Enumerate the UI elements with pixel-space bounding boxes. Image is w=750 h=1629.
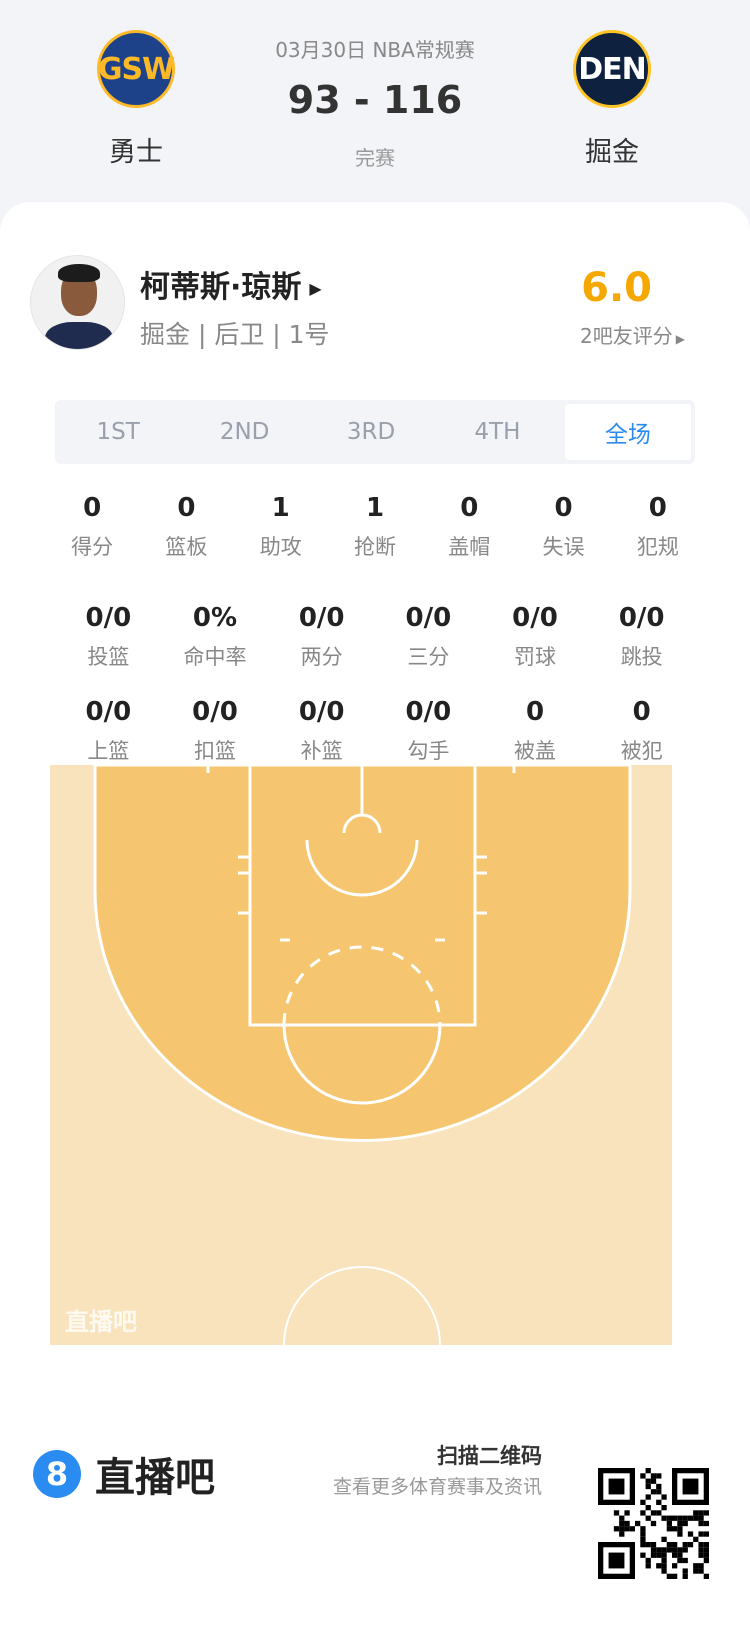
caret-right-icon: ▶ <box>675 332 685 346</box>
tab-1st[interactable]: 1ST <box>96 419 140 445</box>
stat-label: 上篮 <box>87 739 130 763</box>
stat-item: 1 助攻 <box>234 493 328 561</box>
stat-value: 0/0 <box>85 603 132 633</box>
tab-4th[interactable]: 4TH <box>474 419 521 445</box>
stat-value: 0/0 <box>405 603 452 633</box>
stat-value: 0/0 <box>512 603 558 633</box>
footer-brand: 8 直播吧 <box>33 1445 215 1503</box>
match-date-league: 03月30日 NBA常规赛 <box>275 38 475 62</box>
player-info: 掘金 | 后卫 | 1号 <box>140 320 330 349</box>
stat-item: 0/0 罚球 <box>482 603 589 671</box>
stat-value: 0 <box>648 493 667 523</box>
stat-item: 0 得分 <box>45 493 139 561</box>
stat-label: 篮板 <box>165 535 208 559</box>
tab-full-game[interactable]: 全场 <box>564 404 692 460</box>
player-rating: 6.0 <box>581 265 652 311</box>
stats-row-shot-types: 0/0 上篮 0/0 扣篮 0/0 补篮 0/0 勾手 0 被盖 0 被犯 <box>55 697 695 765</box>
stat-value: 0/0 <box>618 603 665 633</box>
stat-value: 0 <box>177 493 196 523</box>
court-watermark: 直播吧 <box>65 1308 137 1336</box>
stat-value: 0 <box>83 493 102 523</box>
stat-item: 0/0 两分 <box>268 603 375 671</box>
stat-label: 补篮 <box>300 739 343 763</box>
stat-item: 0/0 三分 <box>375 603 482 671</box>
stat-value: 0/0 <box>298 697 345 727</box>
stat-item: 0 篮板 <box>139 493 233 561</box>
stat-label: 被犯 <box>620 739 663 763</box>
stat-item: 0 失误 <box>516 493 610 561</box>
stat-value: 0/0 <box>405 697 452 727</box>
brand-logo-icon: 8 <box>33 1450 81 1498</box>
qr-code[interactable] <box>598 1468 709 1579</box>
stat-value: 1 <box>271 493 290 523</box>
player-avatar[interactable] <box>30 255 125 350</box>
away-team-name[interactable]: 掘金 <box>585 137 639 168</box>
stat-item: 0/0 补篮 <box>268 697 375 765</box>
tab-3rd[interactable]: 3RD <box>346 419 396 445</box>
stat-label: 助攻 <box>259 535 302 559</box>
stat-label: 得分 <box>71 535 114 559</box>
stat-value: 0 <box>632 697 651 727</box>
qr-title: 扫描二维码 <box>437 1444 542 1468</box>
stat-value: 0% <box>192 603 238 633</box>
stat-value: 0/0 <box>85 697 132 727</box>
rating-link[interactable]: 2吧友评分 ▶ <box>580 320 685 349</box>
stat-label: 勾手 <box>407 739 450 763</box>
stat-item: 0/0 扣篮 <box>162 697 269 765</box>
stat-value: 0 <box>554 493 573 523</box>
stat-item: 0/0 勾手 <box>375 697 482 765</box>
stat-label: 犯规 <box>636 535 679 559</box>
home-team-logo[interactable]: GSW <box>97 30 175 108</box>
rating-label: 2吧友评分 <box>580 324 673 348</box>
stat-label: 罚球 <box>514 645 557 669</box>
stat-item: 0 被犯 <box>588 697 695 765</box>
stat-label: 两分 <box>300 645 343 669</box>
match-status: 完赛 <box>355 146 395 170</box>
qr-subtitle: 查看更多体育赛事及资讯 <box>332 1476 542 1498</box>
shot-chart-court: 直播吧 <box>50 765 672 1345</box>
stats-row-shooting: 0/0 投篮 0% 命中率 0/0 两分 0/0 三分 0/0 罚球 0/0 跳投 <box>55 603 695 671</box>
stat-value: 0/0 <box>298 603 345 633</box>
brand-name: 直播吧 <box>95 1455 215 1501</box>
home-team-name[interactable]: 勇士 <box>109 137 163 168</box>
stat-value: 0/0 <box>192 697 238 727</box>
match-score: 93 - 116 <box>287 78 463 122</box>
stat-label: 盖帽 <box>448 535 491 559</box>
stat-item: 0 盖帽 <box>422 493 516 561</box>
stat-value: 0 <box>460 493 479 523</box>
stat-label: 三分 <box>407 645 450 669</box>
stat-label: 被盖 <box>514 739 557 763</box>
stat-label: 抢断 <box>353 535 396 559</box>
stat-label: 失误 <box>542 535 585 559</box>
tab-2nd[interactable]: 2ND <box>219 419 270 445</box>
stat-item: 0 犯规 <box>611 493 705 561</box>
stats-row-basic: 0 得分 0 篮板 1 助攻 1 抢断 0 盖帽 0 失误 0 犯规 <box>45 493 705 561</box>
player-name-link[interactable]: 柯蒂斯·琼斯 ▶ <box>140 262 322 306</box>
stat-label: 命中率 <box>183 645 247 669</box>
stat-value: 0 <box>525 697 545 727</box>
period-tabs: 1ST 2ND 3RD 4TH 全场 <box>55 400 695 464</box>
stat-item: 1 抢断 <box>328 493 422 561</box>
stat-label: 跳投 <box>620 645 663 669</box>
stat-item: 0/0 上篮 <box>55 697 162 765</box>
stat-item: 0/0 跳投 <box>588 603 695 671</box>
stat-item: 0/0 投篮 <box>55 603 162 671</box>
away-team-logo[interactable]: DEN <box>573 30 651 108</box>
stat-label: 投篮 <box>87 645 130 669</box>
stat-item: 0 被盖 <box>482 697 589 765</box>
stat-value: 1 <box>365 493 385 523</box>
caret-right-icon: ▶ <box>309 279 322 298</box>
stat-label: 扣篮 <box>194 739 236 763</box>
player-name: 柯蒂斯·琼斯 <box>140 270 302 305</box>
stat-item: 0% 命中率 <box>162 603 269 671</box>
